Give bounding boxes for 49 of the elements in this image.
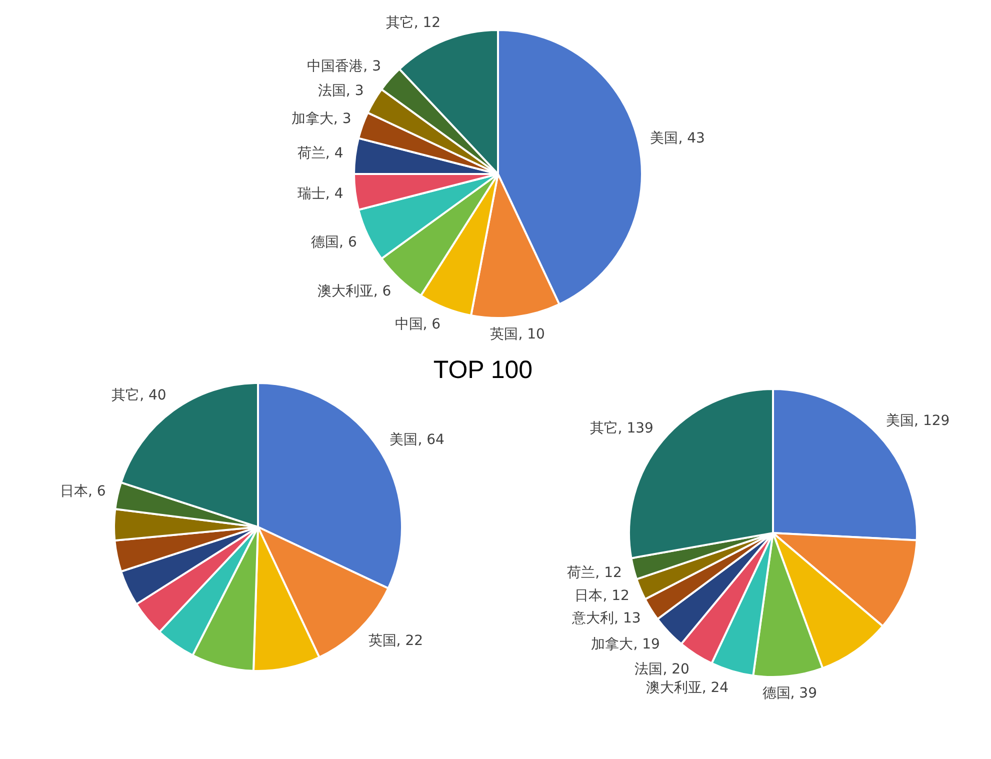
- slice-label: 日本: [574, 588, 603, 604]
- data-label: , 12: [414, 15, 441, 32]
- data-label: , 4: [325, 145, 344, 162]
- data-label: , 6: [88, 483, 106, 500]
- data-label: , 6: [339, 234, 357, 251]
- data-label: , 4: [325, 186, 344, 202]
- data-label: , 10: [518, 326, 545, 342]
- slice-label: 中国香港: [307, 58, 364, 75]
- text: TOP 100: [433, 356, 533, 385]
- slice-label: 法国: [318, 83, 346, 100]
- data-label: , 3: [363, 58, 381, 75]
- data-label: , 139: [618, 420, 654, 437]
- slice-label: 其它: [386, 15, 414, 32]
- slice-label: 其它: [590, 420, 618, 437]
- slice-label: 意大利: [571, 610, 614, 627]
- data-label: , 3: [346, 83, 364, 100]
- slice-label: 德国: [762, 686, 790, 702]
- slice-label: 美国: [390, 432, 418, 448]
- data-label: , 20: [662, 661, 690, 678]
- slice-label: 日本: [60, 483, 88, 500]
- data-label: , 12: [595, 564, 622, 581]
- slice-label: 澳大利亚: [317, 284, 374, 300]
- data-label: , 40: [140, 388, 166, 404]
- data-label: , 129: [914, 413, 950, 430]
- slice-label: 瑞士: [297, 186, 326, 202]
- slice-label: 加拿大: [591, 636, 634, 652]
- data-label: , 22: [396, 633, 424, 650]
- data-label: , 64: [418, 432, 445, 448]
- slice-label: 美国: [650, 130, 678, 146]
- slice-label: 荷兰: [567, 564, 596, 581]
- slice-label: 德国: [311, 234, 340, 251]
- slice-label: 美国: [886, 413, 914, 430]
- slice-label: 中国: [394, 316, 423, 332]
- slice-label: 加拿大: [291, 110, 334, 127]
- data-label: , 12: [602, 588, 630, 604]
- slice-label: 荷兰: [297, 145, 326, 162]
- data-label: , 3: [333, 110, 352, 127]
- data-label: , 39: [790, 686, 817, 702]
- slice-label: 其它: [112, 388, 140, 404]
- data-label: , 13: [614, 610, 641, 627]
- data-label: , 24: [702, 680, 729, 696]
- data-label: , 6: [373, 284, 392, 300]
- data-label: , 19: [633, 636, 660, 652]
- slice-label: 英国: [368, 633, 396, 650]
- slice-label: 澳大利亚: [646, 680, 702, 696]
- slice-label: 法国: [634, 661, 663, 678]
- data-label: , 43: [678, 130, 705, 146]
- slice-label: 英国: [490, 326, 518, 342]
- data-label: , 6: [422, 316, 441, 332]
